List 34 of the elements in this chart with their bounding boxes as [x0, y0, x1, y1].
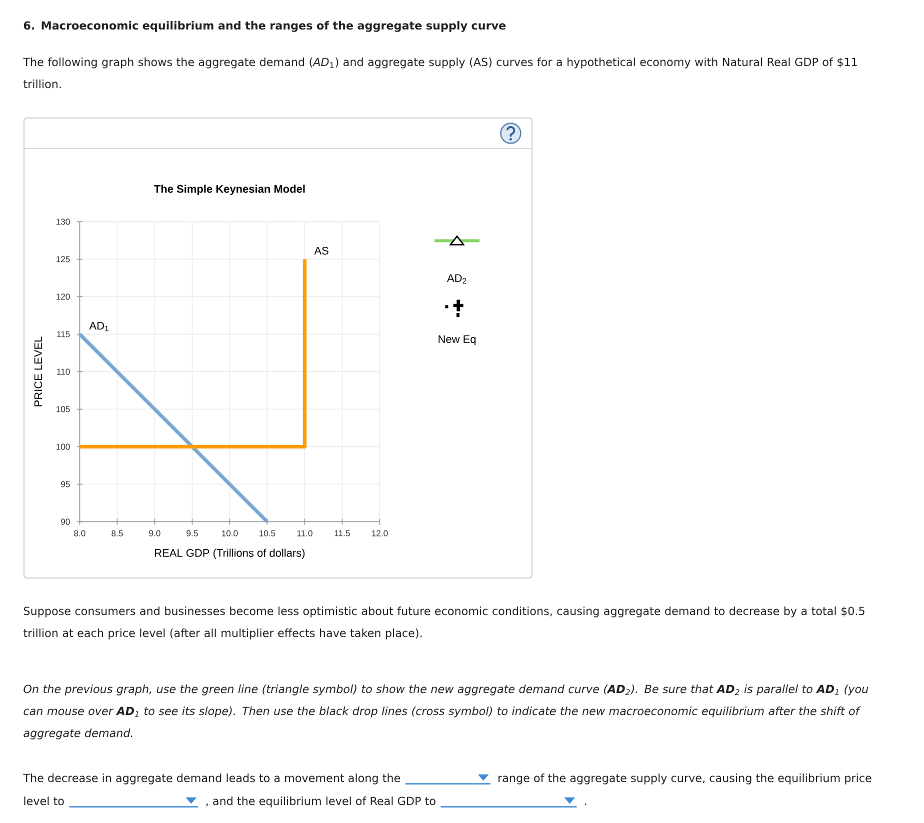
x-tick-label: 10.0: [222, 530, 238, 536]
text: On the previous graph, use the green line (triangle symbol) to show the new aggregate demand curve (AD$_{2}$). Be sure that AD$_{2}$ is parallel to AD$_{1}$ (you can mouse over AD$_{1}$ to see its slope). Then use the black drop lines (cross symbol) to indicate the new macroeconomic equilibrium after the shift of aggregate demand.: [24, 684, 868, 740]
y-tick-label: 115: [57, 331, 70, 338]
x-tick-label: 9.0: [149, 530, 160, 536]
text: AD$_{2}$: [446, 274, 466, 284]
text: The following graph shows the aggregate demand (AD$_{1}$) and aggregate supply (AS) curves for a hypothetical economy with Natural Real GDP of $11 trillion.: [23, 58, 857, 88]
y-tick-label: 130: [56, 218, 70, 225]
y-tick-label: 100: [56, 444, 70, 450]
y-tick-label: 105: [56, 406, 70, 412]
y-tick-label: 110: [57, 368, 70, 375]
series-label: AS: [314, 246, 328, 255]
x-tick-label: 8.5: [112, 530, 123, 536]
y-axis-title: PRICE LEVEL: [34, 336, 42, 406]
text: 6. Macroeconomic equilibrium and the ranges of the aggregate supply curve: [24, 21, 506, 32]
x-tick-label: 12.0: [372, 530, 388, 536]
text: level to: [24, 796, 64, 806]
series-label: AD$_{1}$: [89, 322, 108, 332]
x-tick-label: 11.5: [334, 530, 350, 536]
text: Suppose consumers and businesses become less optimistic about future economic conditions, causing aggregate demand to decrease by a total $0.5 trillion at each price level (after all multiplier effects have taken place).: [24, 606, 864, 640]
y-tick-label: 125: [56, 256, 70, 262]
x-tick-label: 11.0: [297, 530, 312, 536]
text: , and the equilibrium level of Real GDP to: [206, 796, 436, 808]
y-tick-label: 90: [61, 518, 70, 525]
text: New Eq: [438, 335, 476, 346]
text: The decrease in aggregate demand leads to a movement along the: [23, 774, 400, 784]
x-tick-label: 9.5: [186, 530, 198, 536]
y-tick-label: 120: [56, 294, 70, 300]
x-tick-label: 8.0: [74, 530, 86, 536]
chart-title: The Simple Keynesian Model: [154, 184, 305, 195]
x-tick-label: 10.5: [259, 530, 276, 536]
x-axis-title: REAL GDP (Trillions of dollars): [155, 548, 305, 559]
text: range of the aggregate supply curve, causing the equilibrium price: [498, 774, 872, 784]
text: .: [585, 804, 586, 806]
y-tick-label: 95: [61, 481, 70, 488]
